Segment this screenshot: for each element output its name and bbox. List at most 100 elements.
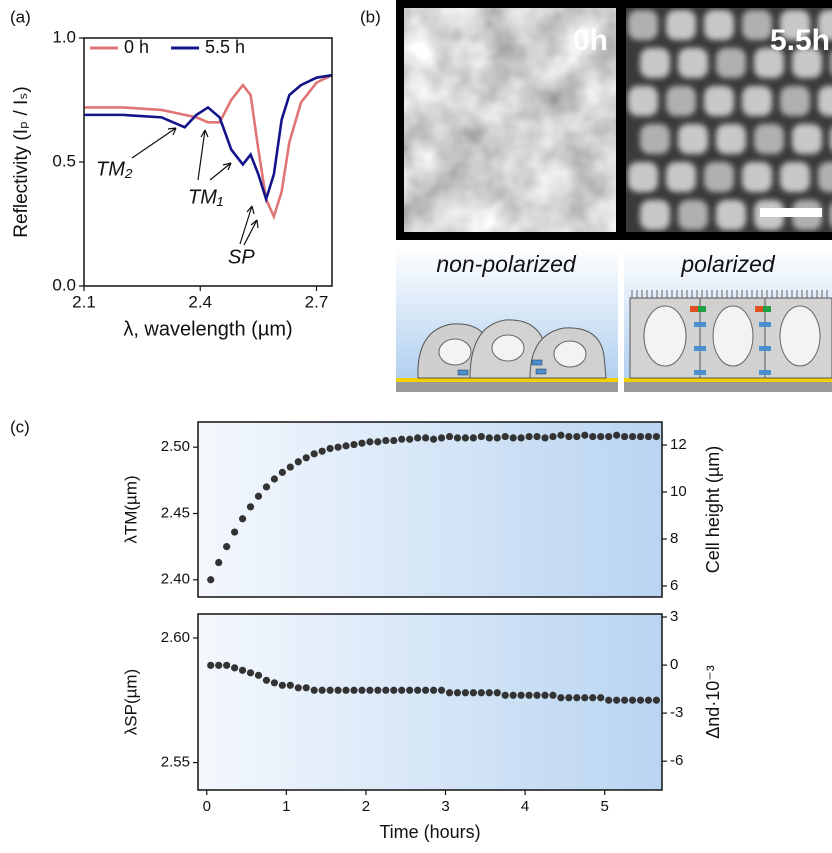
series-line: [84, 73, 333, 204]
microvilli: [631, 290, 828, 298]
plot-frame: [83, 37, 333, 287]
data-point: [620, 432, 629, 441]
data-point: [390, 436, 398, 445]
y2-tick-label: 12: [670, 436, 687, 453]
cell-blob: [678, 200, 708, 230]
data-point: [238, 666, 247, 674]
cell-blob: [754, 48, 784, 78]
data-point: [310, 686, 318, 694]
gold-layer: [624, 378, 832, 382]
non-polarized-cells: [396, 319, 618, 392]
data-point: [644, 696, 653, 704]
data-point: [278, 468, 286, 476]
data-point: [581, 431, 589, 439]
y2-axis-label: Δnd·10⁻³: [703, 665, 723, 739]
cell-blob: [754, 124, 784, 154]
data-point: [374, 438, 382, 446]
junction: [763, 306, 771, 312]
cell-blob: [628, 86, 658, 116]
cell-blob: [666, 162, 696, 192]
data-point: [326, 444, 334, 453]
data-point: [469, 689, 477, 697]
cell-blob: [640, 48, 670, 78]
data-point: [294, 684, 302, 692]
junction: [535, 368, 547, 375]
data-point: [278, 681, 286, 689]
nucleus: [643, 305, 687, 367]
arrow: [209, 162, 232, 181]
data-point: [437, 686, 446, 694]
cell-blob: [716, 48, 746, 78]
data-point: [613, 696, 621, 704]
y-axis-label: Reflectivity (Iₚ / Iₛ): [11, 86, 32, 237]
data-point: [231, 664, 239, 672]
x-tick-label: 1: [282, 798, 290, 815]
data-point: [215, 558, 223, 567]
x-tick-label: 3: [441, 798, 449, 815]
arrow: [131, 127, 177, 159]
schematic-label: non-polarized: [436, 251, 577, 277]
x-tick-label: 5: [601, 798, 609, 815]
cell-blob: [818, 10, 832, 40]
cell-blob: [780, 86, 810, 116]
data-point: [509, 434, 517, 442]
micrograph-bg: [626, 8, 832, 232]
data-point: [509, 691, 517, 699]
data-point: [485, 434, 493, 442]
data-point: [493, 434, 501, 442]
image-label: 0h: [573, 24, 608, 57]
data-point: [605, 696, 613, 704]
plot-area: [198, 422, 662, 597]
junction: [694, 346, 706, 351]
gold-layer: [396, 378, 618, 382]
polarized-cells: [624, 290, 832, 392]
junction: [690, 306, 698, 312]
junction: [759, 370, 771, 375]
data-point: [501, 691, 509, 699]
data-point: [358, 439, 366, 447]
cell-blob: [780, 162, 810, 192]
y-tick-label: 0.0: [52, 275, 76, 294]
image-label: 5.5h: [770, 24, 830, 57]
y2-tick-label: -6: [670, 752, 683, 769]
data-point: [429, 686, 438, 694]
data-point: [382, 436, 390, 445]
junction: [694, 370, 706, 375]
data-point: [238, 515, 247, 523]
data-point: [406, 686, 414, 694]
data-point: [636, 432, 645, 441]
cell-blob: [716, 200, 746, 230]
cell-blob: [792, 48, 822, 78]
data-point: [445, 432, 454, 441]
data-point: [231, 528, 239, 536]
data-point: [215, 661, 223, 669]
y2-tick-label: 8: [670, 530, 678, 547]
junction: [531, 359, 543, 366]
cell-blob: [640, 124, 670, 154]
data-point: [262, 676, 271, 684]
data-point: [533, 691, 541, 699]
plot-area: [198, 614, 662, 790]
data-point: [652, 696, 661, 704]
data-point: [358, 686, 366, 694]
plot-frame: [197, 613, 663, 791]
x-tick-label: 2.4: [188, 292, 212, 311]
scale-bar: [760, 208, 822, 217]
y2-axis-label: Cell height (µm): [703, 446, 723, 573]
junction: [759, 322, 771, 327]
nucleus: [553, 340, 587, 368]
y-tick-label: 0.5: [52, 151, 76, 170]
data-point: [262, 483, 271, 491]
data-point: [565, 694, 573, 702]
data-point: [461, 434, 470, 442]
data-point: [302, 684, 310, 692]
data-point: [469, 434, 477, 442]
y-tick-label: 1.0: [52, 27, 76, 46]
y-tick-label: 2.45: [161, 504, 190, 521]
cell-blob: [780, 10, 810, 40]
nucleus: [491, 334, 525, 362]
data-point: [597, 694, 605, 702]
nucleus: [779, 305, 821, 367]
data-point: [207, 661, 215, 669]
